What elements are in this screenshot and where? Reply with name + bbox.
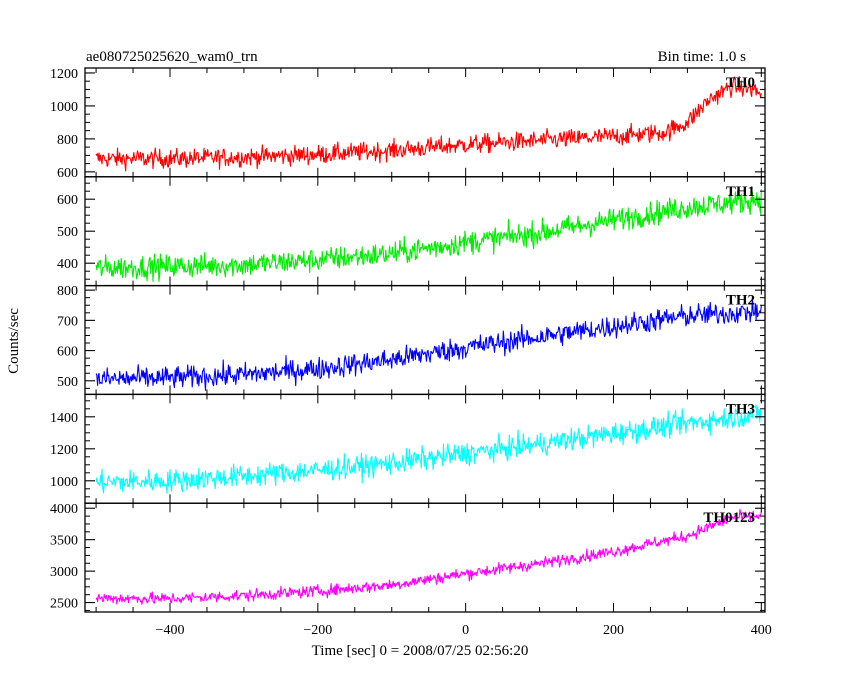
series-line-th0	[95, 75, 762, 172]
x-tick-label: −200	[303, 623, 332, 638]
y-tick-label: 600	[57, 345, 78, 360]
panel-frame	[84, 284, 766, 396]
panel-frame	[84, 502, 766, 613]
panel-th2: 500 600 700 800 TH2	[57, 284, 766, 396]
y-tick-label: 4000	[50, 502, 78, 517]
y-tick-label: 1400	[50, 411, 78, 426]
panel-name-label: TH3	[726, 401, 755, 417]
series-line-th0123	[95, 508, 762, 605]
panel-th3: 1000 1200 1400 TH3	[50, 393, 766, 504]
panel-name-label: TH2	[726, 293, 755, 309]
y-tick-label: 700	[57, 314, 78, 329]
panel-name-label: TH1	[726, 184, 755, 200]
series-line-th2	[95, 296, 762, 391]
series-line-th1	[95, 189, 762, 282]
panel-th0: 600 800 1000 1200 TH0	[50, 67, 766, 181]
panel-frame	[84, 176, 766, 287]
y-tick-label: 500	[57, 375, 78, 390]
series-line-th3	[95, 404, 762, 494]
y-tick-label: 2500	[50, 597, 78, 612]
y-tick-label: 1000	[50, 475, 78, 490]
y-tick-label: 800	[57, 133, 78, 148]
y-tick-label: 800	[57, 284, 78, 299]
x-tick-label: 400	[751, 623, 772, 638]
y-tick-label: 500	[57, 225, 78, 240]
y-tick-label: 1000	[50, 100, 78, 115]
panel-name-label: TH0123	[703, 510, 755, 526]
panel-name-label: TH0	[726, 75, 755, 91]
x-tick-label: 200	[603, 623, 624, 638]
y-tick-label: 400	[57, 257, 78, 272]
panel-th0123: 2500 3000 3500 4000 TH0123	[50, 502, 766, 613]
panels-group: 600 800 1000 1200 TH0 400 500 600 TH1 500 600 700 80…	[50, 67, 772, 638]
y-tick-label: 600	[57, 193, 78, 208]
x-tick-label: 0	[462, 623, 469, 638]
y-tick-label: 1200	[50, 443, 78, 458]
panel-th1: 400 500 600 TH1	[57, 176, 766, 287]
y-tick-label: 3500	[50, 534, 78, 549]
y-tick-label: 1200	[50, 67, 78, 82]
x-axis-label: Time [sec] 0 = 2008/07/25 02:56:20	[312, 643, 529, 659]
chart-title: ae080725025620_wam0_trn	[86, 49, 258, 65]
y-tick-label: 3000	[50, 565, 78, 580]
y-tick-label: 600	[57, 166, 78, 181]
bin-time-label: Bin time: 1.0 s	[658, 49, 747, 65]
y-axis-label: Counts/sec	[6, 308, 22, 374]
x-tick-label: −400	[156, 623, 185, 638]
